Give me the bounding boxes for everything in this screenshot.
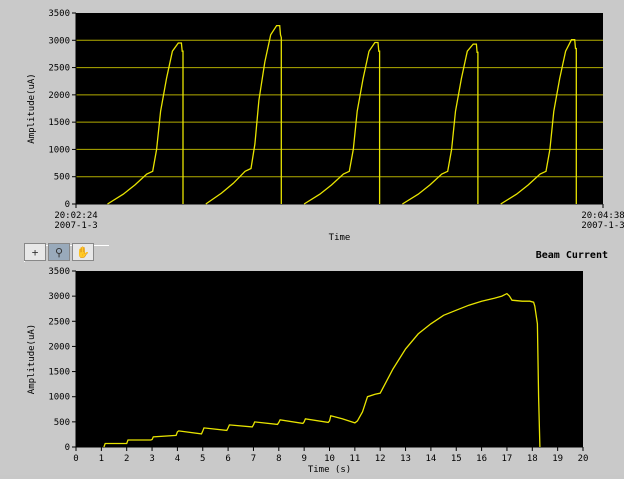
- bottom-chart-panel: 0 500 1000 1500 2000 2500 3000 3500 Amplitude(uA…: [0, 243, 624, 475]
- y-axis-label: Amplitude(uA): [27, 324, 37, 394]
- series-line: [103, 292, 541, 448]
- bottom-chart-title: Beam Current: [535, 250, 608, 261]
- x-tick-label: 12: [375, 454, 386, 464]
- x-tick-label: 7: [251, 454, 256, 464]
- series-line: [205, 24, 282, 205]
- y-tick-label: 3000: [48, 36, 70, 46]
- x-axis-label: Time (s): [308, 465, 351, 475]
- x-tick-label-date: 2007-1-3: [581, 221, 624, 231]
- x-tick-label: 1: [99, 454, 104, 464]
- y-tick-label: 2000: [48, 91, 70, 101]
- x-tick-label: 18: [527, 454, 538, 464]
- x-tick-label-date: 2007-1-3: [54, 221, 97, 231]
- x-tick-label-time: 20:02:24: [54, 211, 97, 221]
- x-tick-label: 14: [425, 454, 436, 464]
- y-tick-label: 2500: [48, 64, 70, 74]
- top-chart: 0 500 1000 1500 2000 2500 3000 3500 Amplitude(uA…: [27, 9, 624, 243]
- y-tick-label: 500: [54, 173, 70, 183]
- series-line: [500, 39, 577, 205]
- y-tick-label: 1000: [48, 145, 70, 155]
- y-tick-label: 2000: [48, 342, 70, 352]
- y-axis-label: Amplitude(uA): [27, 73, 37, 143]
- x-tick-label: 4: [175, 454, 180, 464]
- y-tick-label: 1500: [48, 368, 70, 378]
- y-tick-label: 0: [65, 200, 70, 210]
- x-tick-label: 3: [149, 454, 154, 464]
- y-tick-label: 3500: [48, 9, 70, 19]
- x-tick-label: 13: [400, 454, 411, 464]
- y-tick-label: 1000: [48, 393, 70, 403]
- y-tick-label: 2500: [48, 317, 70, 327]
- series-line: [402, 43, 479, 205]
- x-tick-label-time: 20:04:38: [581, 211, 624, 221]
- x-tick-label: 5: [200, 454, 205, 464]
- x-tick-label: 8: [276, 454, 281, 464]
- pan-tool-button[interactable]: ✋: [72, 243, 94, 261]
- x-tick-label: 9: [301, 454, 306, 464]
- x-tick-label: 20: [578, 454, 589, 464]
- x-tick-label: 15: [451, 454, 462, 464]
- x-axis-label: Time: [329, 233, 351, 243]
- cursor-tool-button[interactable]: +: [24, 243, 46, 261]
- series-line: [107, 42, 184, 205]
- y-tick-label: 500: [54, 418, 70, 428]
- zoom-tool-icon: ⚲: [54, 245, 64, 259]
- y-tick-label: 3000: [48, 292, 70, 302]
- zoom-tool-button[interactable]: ⚲: [48, 243, 70, 261]
- x-tick-label: 10: [324, 454, 335, 464]
- pan-hand-tool-icon: ✋: [76, 245, 90, 259]
- x-tick-label: 19: [552, 454, 563, 464]
- top-chart-panel: 0 500 1000 1500 2000 2500 3000 3500 Amplitude(uA…: [27, 9, 624, 243]
- x-tick-label: 16: [476, 454, 487, 464]
- cursor-tool-icon: +: [31, 245, 39, 259]
- bottom-chart: 0 500 1000 1500 2000 2500 3000 3500 Amplitude(uA…: [27, 267, 589, 475]
- y-tick-label: 0: [65, 443, 70, 453]
- x-tick-label: 2: [124, 454, 129, 464]
- plot-area: [76, 271, 583, 447]
- x-tick-label: 0: [73, 454, 78, 464]
- x-tick-label: 11: [349, 454, 360, 464]
- plot-area: [76, 13, 603, 204]
- x-tick-label: 6: [225, 454, 230, 464]
- y-tick-label: 3500: [48, 267, 70, 277]
- x-tick-label: 17: [502, 454, 513, 464]
- y-tick-label: 1500: [48, 118, 70, 128]
- graph-palette-toolbar: + ⚲ ✋: [24, 243, 94, 263]
- series-line: [303, 41, 381, 205]
